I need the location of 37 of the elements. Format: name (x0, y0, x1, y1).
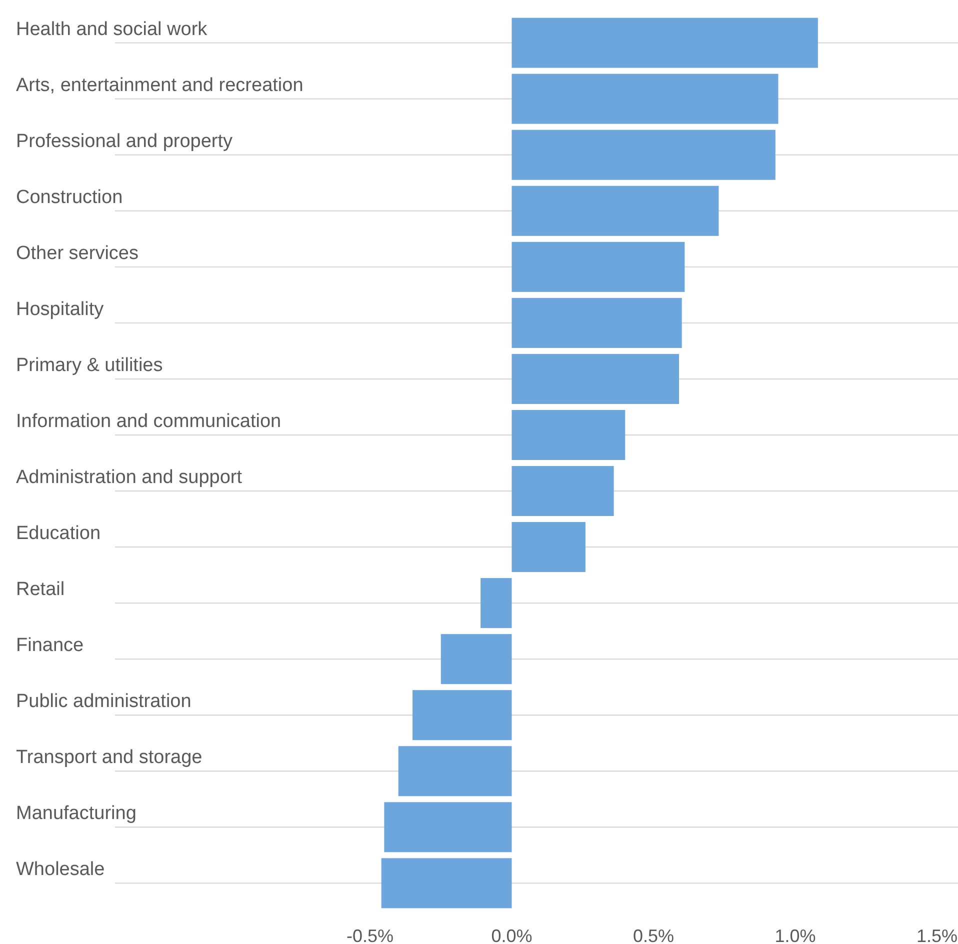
bar (412, 690, 512, 740)
bar (398, 746, 512, 796)
y-tick-label: Health and social work (16, 18, 208, 40)
bar (384, 802, 512, 852)
y-tick-label: Manufacturing (16, 803, 136, 824)
bar (512, 18, 818, 68)
y-tick-label: Education (16, 523, 101, 544)
bar (480, 578, 512, 628)
bar (512, 242, 685, 292)
y-tick-label: Public administration (16, 691, 192, 712)
y-tick-label: Arts, entertainment and recreation (16, 74, 304, 96)
y-tick-label: Administration and support (16, 467, 243, 488)
bar (512, 298, 682, 348)
bar (512, 354, 680, 404)
y-tick-label: Information and communication (16, 410, 282, 432)
bar (512, 466, 614, 516)
bar (440, 634, 512, 684)
bar (512, 522, 586, 572)
x-tick-label: 1.5% (916, 926, 958, 944)
x-tick-label: -0.5% (346, 926, 394, 944)
bar (512, 410, 626, 460)
bar (512, 130, 776, 180)
y-tick-label: Finance (16, 635, 84, 656)
x-tick-label: 1.0% (774, 926, 816, 944)
y-tick-label: Transport and storage (16, 747, 202, 768)
bar (381, 858, 512, 908)
y-tick-label: Wholesale (16, 859, 105, 880)
y-tick-label: Professional and property (16, 130, 234, 152)
y-tick-label: Construction (16, 186, 123, 208)
bar (512, 74, 778, 124)
x-tick-label: 0.0% (491, 926, 532, 944)
x-tick-label: 0.5% (632, 926, 674, 944)
bar (512, 186, 719, 236)
y-tick-label: Retail (16, 579, 65, 600)
y-tick-label: Other services (16, 242, 138, 264)
y-tick-label: Primary & utilities (16, 354, 163, 376)
y-tick-label: Hospitality (16, 298, 104, 320)
